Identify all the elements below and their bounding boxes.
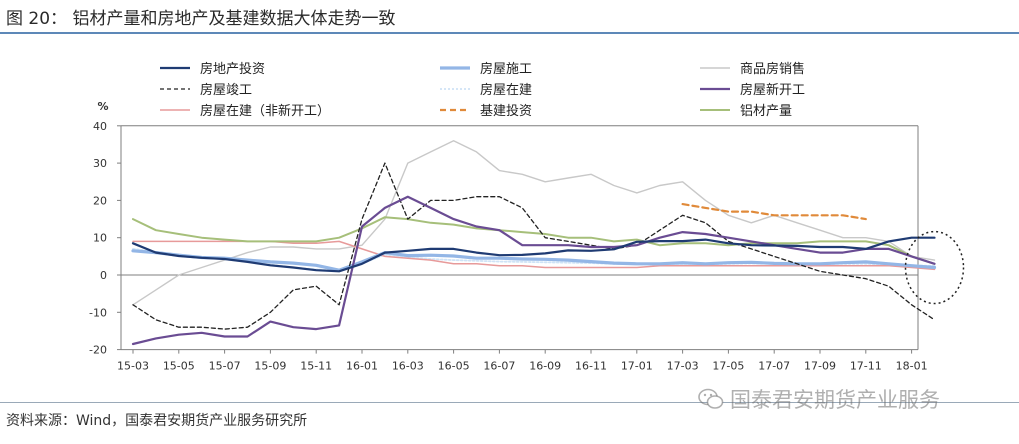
series-line xyxy=(131,249,937,272)
highlight-region xyxy=(904,230,965,305)
x-tick-label: 16-05 xyxy=(438,360,470,373)
series-line xyxy=(131,195,936,346)
series-line xyxy=(132,216,936,265)
legend-label: 房屋在建 xyxy=(480,82,532,98)
x-tick-label: 16-09 xyxy=(529,360,561,373)
y-tick-label: 0 xyxy=(100,269,107,282)
x-tick-label: 16-03 xyxy=(392,360,424,373)
series-line xyxy=(132,140,936,306)
x-tick-label: 16-01 xyxy=(346,360,378,373)
figure-title: 图 20： 铝材产量和房地产及基建数据大体走势一致 xyxy=(6,9,396,29)
watermark: 国泰君安期货产业服务 xyxy=(698,384,940,414)
x-tick-label: 15-05 xyxy=(163,360,195,373)
y-tick-label: -20 xyxy=(89,344,107,357)
x-tick-label: 16-07 xyxy=(483,360,515,373)
y-tick-label: 30 xyxy=(93,157,107,170)
y-tick-label: 10 xyxy=(93,232,107,245)
highlight-ellipse xyxy=(904,230,965,305)
x-tick-label: 17-09 xyxy=(804,360,836,373)
x-tick-label: 15-07 xyxy=(209,360,241,373)
y-tick-label: 20 xyxy=(93,194,107,207)
legend-label: 房地产投资 xyxy=(200,61,265,77)
series-line xyxy=(131,236,936,273)
y-axis-label: % xyxy=(97,100,108,113)
x-tick-label: 16-11 xyxy=(575,360,607,373)
series-line xyxy=(681,203,867,221)
legend-label: 房屋施工 xyxy=(480,61,532,77)
x-tick-label: 15-09 xyxy=(254,360,286,373)
legend-label: 房屋竣工 xyxy=(200,82,252,98)
axes: -20 -10 0 10 20 30 40% 15-03 15-05 15-07 15-09 15-1… xyxy=(89,100,928,373)
legend-label: 房屋在建（非新开工） xyxy=(200,103,330,119)
title-divider xyxy=(0,32,1019,34)
series-lines xyxy=(131,140,937,346)
footer-divider xyxy=(0,402,1019,403)
x-tick-label: 18-01 xyxy=(896,360,928,373)
x-tick-label: 17-05 xyxy=(712,360,744,373)
line-chart: -20 -10 0 10 20 30 40% 15-03 15-05 15-07 15-09 15-1… xyxy=(89,61,965,373)
x-tick-label: 17-11 xyxy=(850,360,882,373)
x-tick-label: 17-03 xyxy=(667,360,699,373)
series-line xyxy=(132,162,936,330)
legend-label: 房屋新开工 xyxy=(740,82,805,98)
x-tick-label: 15-03 xyxy=(117,360,149,373)
y-tick-label: 40 xyxy=(93,120,107,133)
watermark-text: 国泰君安期货产业服务 xyxy=(730,388,940,412)
x-tick-label: 17-01 xyxy=(621,360,653,373)
wechat-icon xyxy=(698,388,724,409)
x-tick-label: 17-07 xyxy=(758,360,790,373)
legend-label: 基建投资 xyxy=(480,103,532,119)
x-tick-label: 15-11 xyxy=(300,360,332,373)
y-tick-label: -10 xyxy=(89,306,107,319)
legend-label: 商品房销售 xyxy=(740,61,805,77)
source-note: 资料来源：Wind，国泰君安期货产业服务研究所 xyxy=(6,413,308,429)
legend-label: 铝材产量 xyxy=(740,104,792,119)
